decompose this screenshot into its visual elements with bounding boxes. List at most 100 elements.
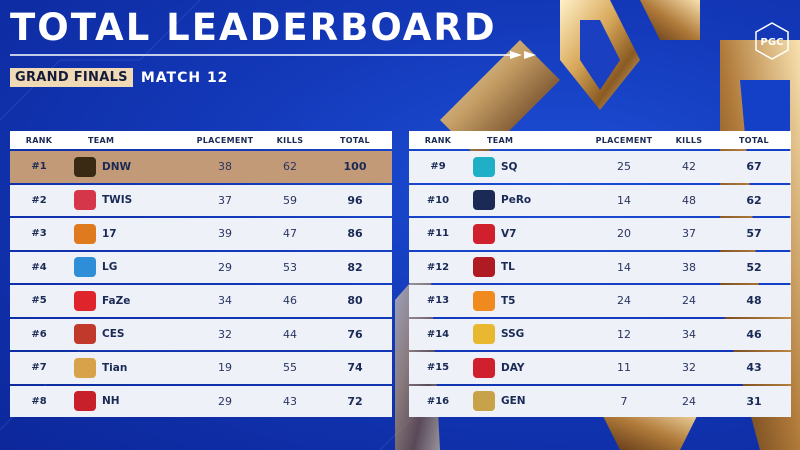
rank-cell: #2 <box>31 194 47 206</box>
table-row: #13 T5 24 24 48 <box>409 285 791 317</box>
team-name: V7 <box>501 227 517 240</box>
nh-logo-icon <box>74 391 96 412</box>
team-cell: FaZe <box>68 290 188 311</box>
col-team: TEAM <box>487 135 514 145</box>
table-row: #11 V7 20 37 57 <box>409 218 791 250</box>
team-cell: SSG <box>467 324 587 345</box>
table-row: #12 TL 14 38 52 <box>409 251 791 283</box>
sq-logo-icon <box>473 156 495 177</box>
faze-logo-icon <box>74 290 96 311</box>
placement-cell: 20 <box>617 227 631 241</box>
team-cell: TWIS <box>68 190 188 211</box>
col-placement: PLACEMENT <box>595 135 653 145</box>
table-row: #3 17 39 47 86 <box>10 218 392 250</box>
table-row: #4 LG 29 53 82 <box>10 251 392 283</box>
total-cell: 43 <box>746 361 762 375</box>
team-name: Tian <box>102 361 128 374</box>
page-title: TOTAL LEADERBOARD <box>10 6 497 49</box>
col-total: TOTAL <box>739 135 769 145</box>
placement-cell: 14 <box>617 260 631 274</box>
kills-cell: 46 <box>283 294 297 308</box>
rank-cell: #14 <box>426 328 450 340</box>
table-header: RANK TEAM PLACEMENT KILLS TOTAL <box>10 131 392 149</box>
rank-cell: #16 <box>426 395 450 407</box>
placement-cell: 25 <box>617 160 631 174</box>
col-rank: RANK <box>424 135 452 145</box>
placement-cell: 11 <box>617 361 631 375</box>
team-cell: GEN <box>467 391 587 412</box>
rank-cell: #13 <box>426 295 450 307</box>
dnw-logo-icon <box>74 156 96 177</box>
total-cell: 72 <box>347 394 363 408</box>
col-team: TEAM <box>88 135 115 145</box>
table-row: #15 DAY 11 32 43 <box>409 352 791 384</box>
placement-cell: 37 <box>218 193 232 207</box>
kills-cell: 34 <box>682 327 696 341</box>
total-cell: 74 <box>347 361 363 375</box>
team-cell: CES <box>68 324 188 345</box>
kills-cell: 43 <box>283 394 297 408</box>
total-cell: 96 <box>347 193 363 207</box>
rank-cell: #11 <box>426 228 450 240</box>
match-label: MATCH 12 <box>140 69 229 86</box>
kills-cell: 24 <box>682 394 696 408</box>
col-rank: RANK <box>25 135 53 145</box>
leaderboard-table-right: RANK TEAM PLACEMENT KILLS TOTAL #9 SQ 25 42… <box>409 131 791 419</box>
team-name: T5 <box>501 294 516 307</box>
placement-cell: 29 <box>218 394 232 408</box>
col-placement: PLACEMENT <box>196 135 254 145</box>
total-cell: 31 <box>746 394 762 408</box>
col-kills: KILLS <box>276 135 304 145</box>
table-row: #7 Tian 19 55 74 <box>10 352 392 384</box>
table-row: #1 DNW 38 62 100 <box>10 151 392 183</box>
tyloo-logo-icon <box>473 257 495 278</box>
team-cell: DNW <box>68 156 188 177</box>
v7-logo-icon <box>473 223 495 244</box>
team-name: NH <box>102 395 120 408</box>
17-gaming-logo-icon <box>74 223 96 244</box>
placement-cell: 29 <box>218 260 232 274</box>
team-name: SSG <box>501 328 525 341</box>
rank-cell: #8 <box>31 395 47 407</box>
kills-cell: 48 <box>682 193 696 207</box>
col-kills: KILLS <box>675 135 703 145</box>
title-underline <box>10 51 536 59</box>
team-name: 17 <box>102 227 117 240</box>
placement-cell: 32 <box>218 327 232 341</box>
kills-cell: 38 <box>682 260 696 274</box>
rank-cell: #1 <box>31 161 47 173</box>
team-name: SQ <box>501 160 518 173</box>
table-row: #8 NH 29 43 72 <box>10 385 392 417</box>
day-logo-icon <box>473 357 495 378</box>
rank-cell: #6 <box>31 328 47 340</box>
gen-logo-icon <box>473 391 495 412</box>
kills-cell: 37 <box>682 227 696 241</box>
tian-logo-icon <box>74 357 96 378</box>
total-cell: 82 <box>347 260 363 274</box>
team-name: FaZe <box>102 294 131 307</box>
team-name: PeRo <box>501 194 532 207</box>
total-cell: 57 <box>746 227 762 241</box>
rank-cell: #9 <box>430 161 446 173</box>
kills-cell: 24 <box>682 294 696 308</box>
table-row: #16 GEN 7 24 31 <box>409 385 791 417</box>
total-cell: 46 <box>746 327 762 341</box>
team-cell: DAY <box>467 357 587 378</box>
team-name: CES <box>102 328 125 341</box>
total-cell: 86 <box>347 227 363 241</box>
placement-cell: 34 <box>218 294 232 308</box>
placement-cell: 39 <box>218 227 232 241</box>
pgc-logo-icon: PGC <box>755 22 789 60</box>
team-name: TL <box>501 261 515 274</box>
logo-text: PGC <box>761 37 784 48</box>
rank-cell: #7 <box>31 362 47 374</box>
stage-badge: GRAND FINALS <box>10 68 133 87</box>
col-total: TOTAL <box>340 135 370 145</box>
team-cell: LG <box>68 257 188 278</box>
rank-cell: #15 <box>426 362 450 374</box>
team-cell: V7 <box>467 223 587 244</box>
table-header: RANK TEAM PLACEMENT KILLS TOTAL <box>409 131 791 149</box>
placement-cell: 19 <box>218 361 232 375</box>
total-cell: 100 <box>343 160 367 174</box>
kills-cell: 44 <box>283 327 297 341</box>
